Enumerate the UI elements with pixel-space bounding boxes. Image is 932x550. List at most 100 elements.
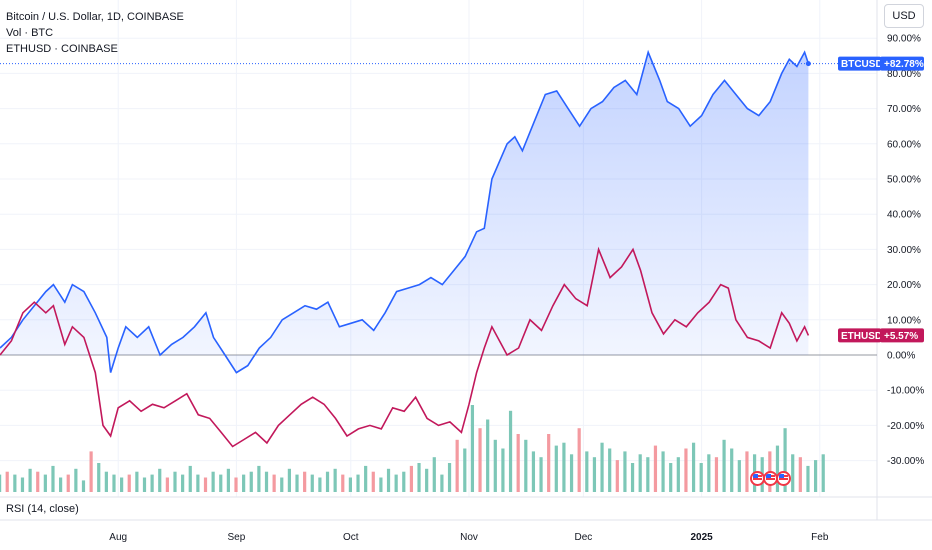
btc-series-line	[0, 49, 810, 374]
volume-bar	[165, 477, 169, 492]
volume-bar	[707, 454, 711, 492]
volume-bar	[203, 477, 208, 492]
series-badge-name: BTCUSD	[841, 59, 883, 70]
last-value-badge-bg	[880, 56, 924, 71]
us-flag-icon[interactable]	[776, 471, 791, 486]
volume-bar	[249, 471, 253, 492]
volume-bar	[142, 477, 147, 492]
volume-bar	[36, 471, 40, 492]
volume-bar	[386, 468, 391, 492]
y-tick-label: -30.00%	[887, 456, 924, 467]
y-tick-label: -10.00%	[887, 386, 924, 397]
volume-bar	[394, 474, 398, 492]
volume-bar	[661, 451, 665, 492]
volume-bar	[547, 434, 551, 492]
x-tick-label: Nov	[460, 532, 478, 543]
volume-bar	[264, 471, 269, 492]
x-axis-ticks: Aug Sep Oct Nov Dec 2025 Feb	[109, 532, 829, 543]
volume-bar	[714, 457, 719, 492]
y-tick-label: 20.00%	[887, 280, 921, 291]
volume-bar	[623, 451, 627, 492]
volume-bar	[219, 474, 223, 492]
last-value-badge-bg	[880, 328, 924, 343]
volume-bar	[493, 439, 497, 492]
volume-bar	[417, 463, 421, 492]
x-tick-label: 2025	[690, 532, 713, 543]
series-badge-bg	[838, 328, 882, 343]
volume-bar	[310, 474, 314, 492]
volume-bar	[303, 471, 307, 492]
y-tick-label: 10.00%	[887, 315, 921, 326]
volume-bar	[13, 474, 17, 492]
volume-bar	[333, 468, 337, 492]
volume-bar	[447, 463, 452, 492]
y-tick-label: 0.00%	[887, 351, 915, 362]
legend-main-symbol[interactable]: Bitcoin / U.S. Dollar, 1D, COINBASE	[6, 11, 184, 23]
volume-bar	[691, 442, 696, 492]
volume-bar	[638, 454, 642, 492]
volume-bar	[173, 471, 177, 492]
x-tick-label: Aug	[109, 532, 127, 543]
x-tick-label: Oct	[343, 532, 359, 543]
volume-bar	[516, 434, 520, 492]
volume-bar	[74, 468, 78, 492]
event-markers	[750, 471, 791, 486]
volume-bar	[562, 442, 566, 492]
volume-bar	[676, 457, 680, 492]
y-tick-label: 60.00%	[887, 139, 921, 150]
volume-bar	[486, 419, 490, 492]
volume-bar	[646, 457, 650, 492]
currency-button[interactable]: USD	[884, 4, 924, 28]
volume-bar	[112, 474, 116, 492]
volume-bar	[20, 477, 25, 492]
rsi-indicator-label[interactable]: RSI (14, close)	[6, 503, 79, 515]
volume-bar	[478, 428, 482, 492]
volume-bar	[348, 477, 352, 492]
volume-bar	[432, 457, 436, 492]
legend-compare-symbol[interactable]: ETHUSD · COINBASE	[6, 43, 118, 55]
btc-area-fill	[0, 52, 809, 373]
volume-bar	[356, 474, 360, 492]
volume-bar	[226, 468, 230, 492]
volume-bar	[653, 445, 658, 492]
volume-bar	[196, 474, 200, 492]
volume-bar	[577, 428, 581, 492]
legend-volume[interactable]: Vol · BTC	[6, 27, 54, 39]
volume-bar	[127, 474, 131, 492]
volume-bar	[89, 451, 93, 492]
volume-bar	[158, 468, 162, 492]
volume-bar	[813, 460, 818, 492]
volume-bar	[569, 454, 574, 492]
volume-bar	[554, 445, 558, 492]
volume-bar	[699, 463, 703, 492]
volume-bars	[0, 405, 825, 492]
volume-bar	[371, 471, 375, 492]
volume-bar	[51, 465, 55, 492]
volume-bar	[295, 474, 299, 492]
volume-bar	[737, 460, 741, 492]
volume-bar	[211, 471, 215, 492]
volume-bar	[81, 480, 86, 492]
x-tick-label: Feb	[811, 532, 829, 543]
btc-last-point	[805, 61, 811, 67]
volume-bar	[425, 468, 429, 492]
volume-bar	[585, 451, 589, 492]
volume-bar	[730, 448, 734, 492]
us-flag-icon[interactable]	[763, 471, 778, 486]
volume-bar	[630, 463, 635, 492]
volume-bar	[775, 445, 780, 492]
volume-bar	[379, 477, 383, 492]
chart-legend: Bitcoin / U.S. Dollar, 1D, COINBASE Vol …	[6, 9, 184, 57]
volume-bar	[59, 477, 63, 492]
volume-bar	[821, 454, 825, 492]
volume-bar	[592, 457, 597, 492]
volume-bar	[66, 474, 70, 492]
series-badge-name: ETHUSD	[841, 331, 882, 342]
volume-bar	[181, 474, 185, 492]
volume-bar	[745, 451, 749, 492]
series-badges: BTCUSD +82.78% ETHUSD +5.57%	[838, 56, 924, 343]
volume-bar	[615, 460, 619, 492]
volume-bar	[287, 468, 291, 492]
volume-bar	[531, 451, 536, 492]
